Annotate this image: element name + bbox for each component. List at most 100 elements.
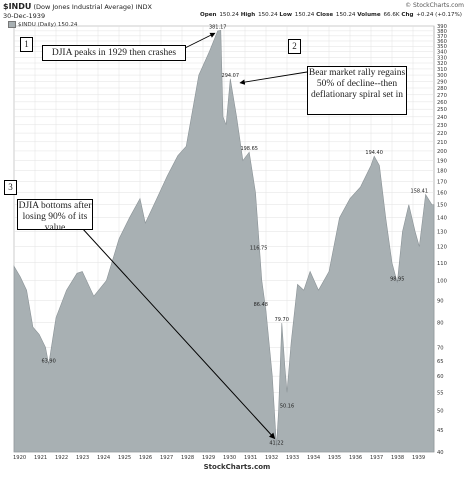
legend-swatch (8, 21, 16, 28)
x-tick-label: 1924 (97, 455, 111, 461)
y-tick-label: 70 (437, 345, 444, 351)
close-value: 150.24 (335, 12, 356, 18)
y-tick-label: 380 (437, 29, 447, 35)
data-label: 50.16 (280, 404, 294, 410)
data-label: 294.07 (222, 73, 240, 79)
y-tick-label: 130 (437, 230, 447, 236)
y-tick-label: 340 (437, 50, 447, 56)
x-tick-label: 1926 (139, 455, 152, 461)
y-tick-label: 300 (437, 73, 447, 79)
y-tick-label: 170 (437, 179, 447, 185)
x-tick-label: 1935 (328, 455, 341, 461)
y-tick-label: 390 (437, 24, 447, 30)
data-label: 198.65 (240, 146, 258, 152)
data-label: 158.41 (411, 189, 429, 195)
y-tick-label: 230 (437, 123, 447, 129)
data-label: 86.48 (254, 302, 268, 308)
y-tick-label: 55 (437, 390, 444, 396)
low-value: 150.24 (294, 12, 315, 18)
x-tick-label: 1920 (13, 455, 26, 461)
close-label: Close (316, 12, 334, 18)
volume-value: 66.6K (383, 12, 400, 18)
x-tick-label: 1923 (76, 455, 89, 461)
chart-date: 30-Dec-1939 (3, 12, 46, 20)
x-tick-label: 1930 (223, 455, 236, 461)
x-tick-label: 1929 (202, 455, 215, 461)
annotation-1-arrow (184, 32, 216, 49)
y-tick-label: 150 (437, 203, 447, 209)
y-tick-label: 350 (437, 44, 447, 50)
y-tick-label: 60 (437, 374, 444, 380)
y-tick-label: 290 (437, 79, 447, 85)
y-tick-label: 110 (437, 261, 447, 267)
y-tick-label: 90 (437, 298, 444, 304)
y-tick-label: 140 (437, 216, 447, 222)
data-label: 79.70 (275, 317, 289, 323)
high-label: High (240, 12, 256, 18)
y-tick-label: 40 (437, 450, 444, 456)
x-tick-label: 1934 (307, 455, 321, 461)
y-tick-label: 260 (437, 100, 447, 106)
x-tick-label: 1921 (34, 455, 47, 461)
x-tick-label: 1932 (265, 455, 278, 461)
chart-header: $INDU (Dow Jones Industrial Average) IND… (3, 2, 152, 11)
annotation-1-text: DJIA peaks in 1929 then crashes (42, 45, 186, 61)
chg-label: Chg (401, 12, 414, 18)
high-value: 150.24 (258, 12, 278, 18)
open-value: 150.24 (219, 12, 239, 18)
y-tick-label: 100 (437, 279, 447, 285)
y-tick-label: 320 (437, 61, 447, 67)
legend-label: $INDU (Daily) 150.24 (18, 22, 78, 28)
x-tick-label: 1937 (370, 455, 383, 461)
y-tick-label: 65 (437, 359, 444, 365)
annotation-2-number: 2 (288, 39, 301, 54)
chart-legend: $INDU (Daily) 150.24 (8, 21, 77, 28)
x-tick-label: 1927 (160, 455, 173, 461)
y-tick-label: 120 (437, 244, 447, 250)
y-tick-label: 190 (437, 159, 447, 165)
y-tick-label: 270 (437, 93, 447, 99)
chart-footer: StockCharts.com (203, 463, 271, 471)
data-label: 63.90 (41, 358, 55, 364)
x-tick-label: 1933 (286, 455, 299, 461)
x-tick-label: 1928 (181, 455, 194, 461)
data-label: 41.22 (269, 440, 283, 446)
annotation-3-text: DJIA bottoms after losing 90% of its val… (17, 199, 93, 233)
y-tick-label: 370 (437, 34, 447, 40)
data-label: 194.40 (365, 150, 383, 156)
source-credit: © StockCharts.com (405, 2, 464, 9)
exchange: INDX (135, 3, 152, 11)
x-tick-label: 1925 (118, 455, 131, 461)
series-area-0 (13, 29, 435, 453)
y-tick-label: 45 (437, 428, 444, 434)
x-tick-label: 1931 (244, 455, 257, 461)
data-label: 116.75 (250, 246, 268, 252)
annotation-3-number: 3 (4, 180, 17, 195)
y-tick-label: 200 (437, 149, 447, 155)
y-tick-label: 160 (437, 191, 447, 197)
y-tick-label: 310 (437, 67, 447, 73)
annotation-1-number: 1 (20, 37, 33, 52)
chg-value: +0.24 (+0.17%) (416, 12, 462, 18)
y-tick-label: 80 (437, 320, 444, 326)
volume-label: Volume (357, 12, 381, 18)
y-tick-label: 330 (437, 55, 447, 61)
y-tick-label: 50 (437, 408, 444, 414)
x-tick-label: 1922 (55, 455, 68, 461)
low-label: Low (279, 12, 292, 18)
y-tick-label: 360 (437, 39, 447, 45)
x-tick-label: 1936 (349, 455, 362, 461)
y-tick-label: 220 (437, 131, 447, 137)
y-tick-label: 280 (437, 86, 447, 92)
annotation-2-arrow (239, 71, 308, 85)
x-tick-label: 1939 (412, 455, 425, 461)
y-tick-label: 210 (437, 140, 447, 146)
index-name: (Dow Jones Industrial Average) (33, 3, 134, 11)
annotation-3-arrow (81, 227, 276, 440)
y-tick-label: 250 (437, 107, 447, 113)
open-label: Open (200, 12, 217, 18)
x-tick-label: 1938 (391, 455, 404, 461)
symbol: $INDU (3, 2, 32, 11)
annotation-2-text: Bear market rally regains 50% of decline… (307, 66, 407, 115)
data-label: 98.95 (390, 277, 404, 283)
